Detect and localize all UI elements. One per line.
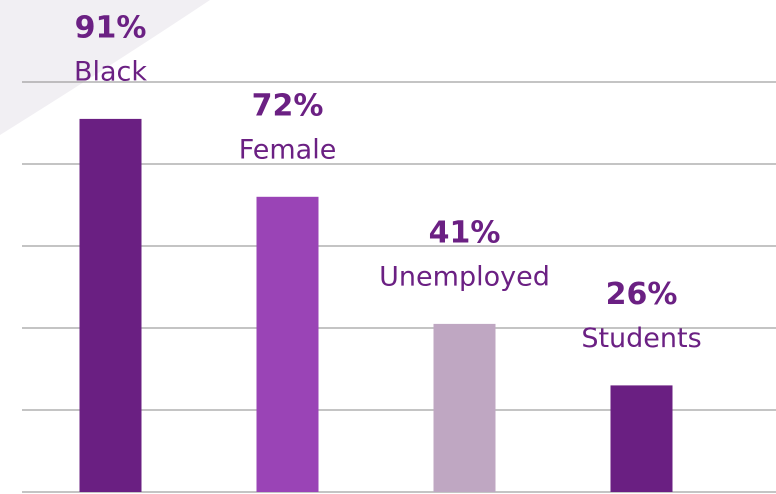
value-label: 72% (252, 88, 324, 123)
value-label: 41% (429, 215, 501, 250)
bar (433, 323, 496, 492)
bar (256, 196, 319, 493)
category-label: Students (581, 323, 701, 354)
bar (79, 118, 142, 493)
category-label: Female (239, 134, 337, 165)
background-shape (0, 0, 210, 135)
category-label: Unemployed (379, 261, 550, 292)
bar (610, 385, 673, 492)
category-label: Black (74, 56, 147, 87)
value-label: 91% (75, 10, 147, 45)
value-label: 26% (606, 277, 678, 312)
